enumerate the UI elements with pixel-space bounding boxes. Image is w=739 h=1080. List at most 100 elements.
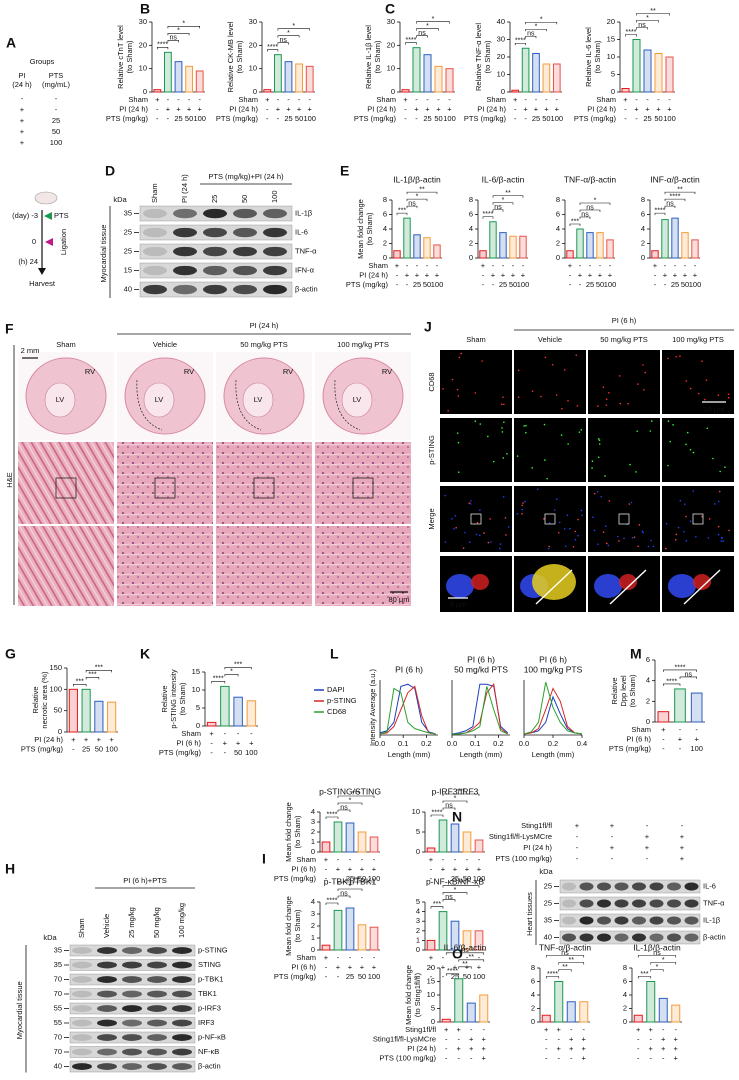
signal-dot — [536, 488, 539, 491]
y-tick-label: 0 — [469, 253, 473, 262]
bar — [426, 939, 436, 951]
condition-label: PI (6 h) — [176, 738, 201, 747]
signal-dot — [637, 383, 639, 385]
condition-label: PTS (mg/kg) — [274, 972, 317, 981]
condition-mark: - — [650, 1053, 653, 1062]
signal-dot — [501, 427, 503, 429]
significance-bracket — [445, 973, 460, 976]
condition-mark: - — [466, 855, 469, 864]
image-column-label: Vehicle — [153, 340, 177, 349]
band — [684, 899, 699, 908]
significance-bracket — [525, 35, 537, 39]
chart-title: p-TBK1/TBK1 — [324, 876, 377, 886]
condition-mark: 50 — [185, 114, 193, 123]
signal-dot — [641, 530, 644, 532]
signal-dot — [507, 526, 510, 528]
condition-mark: - — [237, 729, 240, 738]
signal-dot — [689, 448, 692, 451]
bar — [606, 239, 614, 259]
band — [597, 933, 611, 942]
signal-dot — [608, 392, 610, 394]
panel-label: F — [5, 321, 14, 337]
signal-dot — [683, 530, 685, 533]
y-axis-label: (to Sham) — [293, 909, 302, 942]
chart-title: IL-6/β-actin — [444, 942, 487, 952]
y-tick-label: 5 — [416, 897, 420, 906]
signal-dot — [558, 521, 561, 524]
bar — [284, 61, 293, 93]
band — [649, 882, 664, 891]
condition-mark: - — [250, 729, 253, 738]
band — [143, 227, 167, 238]
signal-dot — [618, 540, 620, 542]
y-axis-label: (to Sham) — [125, 40, 134, 73]
signal-dot — [578, 431, 581, 433]
significance-bracket — [637, 976, 652, 979]
bar — [658, 997, 668, 1023]
significance-bracket — [664, 191, 696, 195]
condition-mark: 50 — [423, 280, 431, 289]
signal-dot — [502, 496, 505, 498]
y-tick-label: 4 — [531, 990, 535, 999]
bar — [479, 994, 489, 1023]
condition-mark: 25 — [423, 114, 431, 123]
signal-dot — [481, 360, 483, 362]
significance-label: * — [454, 887, 457, 894]
signal-dot — [686, 431, 689, 434]
signal-dot — [555, 394, 558, 396]
condition-mark: - — [442, 855, 445, 864]
condition-mark: + — [608, 270, 613, 279]
condition-mark: - — [373, 855, 376, 864]
band — [203, 208, 227, 219]
condition-mark: 50 — [295, 114, 303, 123]
scale-label: 2 mm — [21, 346, 40, 355]
legend-label: CD68 — [327, 707, 346, 716]
condition-mark: - — [478, 855, 481, 864]
band — [614, 933, 629, 942]
band-label: p-NF-κB — [198, 1032, 226, 1041]
y-tick-label: 4 — [556, 224, 560, 233]
chart-subtitle: 100 mg/kg PTS — [524, 664, 583, 674]
condition-mark: - — [662, 1053, 665, 1062]
condition-mark: - — [416, 261, 419, 270]
condition-mark: 25 — [346, 874, 354, 883]
condition-mark: + — [661, 1034, 666, 1043]
bar — [489, 221, 497, 259]
signal-dot — [597, 405, 599, 407]
significance-label: ** — [677, 186, 683, 193]
series-line — [379, 685, 436, 735]
significance-label: **** — [670, 193, 681, 200]
significance-bracket — [416, 21, 450, 24]
bar — [81, 688, 91, 733]
band-label: IL-1β — [295, 208, 313, 217]
condition-mark: + — [683, 270, 688, 279]
signal-dot — [617, 535, 619, 538]
signal-dot — [721, 537, 724, 539]
condition-mark: - — [482, 280, 485, 289]
significance-bracket — [277, 35, 300, 38]
profile-line — [683, 569, 721, 605]
significance-bracket — [85, 677, 100, 680]
band — [203, 284, 227, 295]
condition-mark: - — [361, 855, 364, 864]
x-tick-label: 0.2 — [548, 739, 558, 748]
pts-arrow — [44, 212, 52, 220]
significance-bracket — [625, 34, 637, 37]
marker-label: 55 — [54, 1018, 62, 1027]
bar — [566, 1001, 576, 1023]
condition-mark: - — [224, 729, 227, 738]
significance-bracket — [157, 47, 169, 50]
significance-bracket — [579, 216, 591, 219]
condition-mark: - — [458, 1053, 461, 1062]
significance-label: * — [230, 669, 233, 676]
condition-mark: + — [555, 104, 560, 113]
series-line — [523, 687, 583, 735]
y-axis-label: (to Sting1fl/fl) — [413, 972, 422, 1017]
condition-mark: - — [637, 1034, 640, 1043]
marker-label: 70 — [54, 1032, 62, 1041]
significance-bracket — [406, 205, 418, 209]
y-tick-label: 6 — [383, 209, 387, 218]
signal-dot — [563, 528, 566, 530]
bar — [68, 688, 78, 733]
signal-dot — [692, 451, 695, 454]
